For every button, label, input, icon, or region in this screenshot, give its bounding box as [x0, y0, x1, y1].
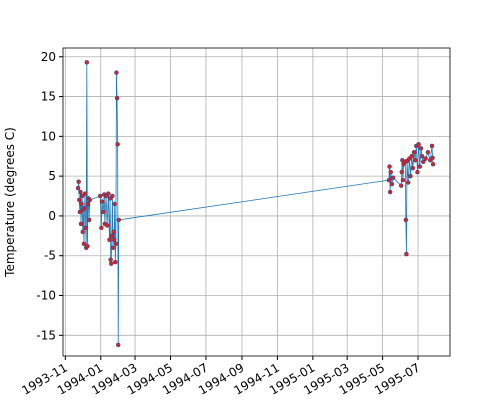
data-point	[76, 179, 81, 184]
data-point	[400, 177, 406, 183]
data-point	[79, 201, 84, 207]
data-point	[386, 177, 392, 183]
axes-frame	[62, 47, 451, 357]
data-point	[110, 245, 116, 251]
y-tick-label: -15	[36, 328, 56, 342]
data-point	[78, 189, 83, 195]
data-point	[116, 217, 122, 223]
data-point	[405, 180, 411, 185]
data-point	[115, 142, 120, 147]
data-point	[425, 150, 431, 155]
data-point	[79, 193, 85, 199]
data-point	[114, 95, 120, 101]
data-point	[411, 150, 417, 155]
data-point	[106, 191, 111, 196]
data-point	[77, 197, 82, 203]
data-point	[82, 191, 88, 196]
data-point	[86, 217, 92, 223]
y-tick-label: -10	[36, 289, 56, 303]
data-point	[418, 146, 424, 151]
data-point	[404, 251, 409, 257]
data-point	[83, 225, 88, 231]
data-point	[412, 157, 418, 163]
data-point	[399, 169, 405, 175]
data-point	[87, 197, 92, 203]
data-point	[390, 175, 396, 180]
data-point	[104, 223, 110, 228]
y-tick-label: 0	[48, 209, 56, 223]
data-point	[111, 237, 117, 243]
data-point	[107, 237, 112, 243]
data-point	[75, 185, 81, 191]
data-point	[430, 155, 435, 161]
data-point	[99, 199, 105, 204]
y-axis-label: Temperature (degrees C)	[3, 127, 17, 278]
y-tick-label: 5	[48, 169, 56, 183]
data-point	[85, 243, 90, 249]
data-point	[80, 229, 86, 235]
y-tick-label: 20	[41, 50, 56, 64]
data-point	[81, 241, 87, 247]
data-point	[111, 229, 116, 235]
data-point	[112, 201, 117, 207]
data-point	[389, 181, 395, 187]
data-point	[97, 193, 103, 199]
data-point	[408, 173, 413, 179]
y-tick-label: 15	[41, 90, 56, 104]
series-line	[77, 62, 434, 345]
y-tick-label: 10	[41, 129, 56, 143]
data-point	[85, 201, 91, 207]
data-point	[409, 153, 414, 159]
data-point	[417, 164, 423, 169]
data-point	[419, 153, 425, 159]
data-point	[398, 183, 404, 188]
data-point	[410, 165, 416, 171]
data-point	[82, 205, 87, 211]
data-point	[113, 259, 118, 265]
data-point	[423, 156, 428, 161]
data-point	[113, 241, 119, 247]
data-point	[109, 233, 115, 239]
data-point	[77, 209, 83, 215]
data-point	[421, 159, 426, 165]
data-point	[114, 70, 119, 75]
y-tick-label: -5	[44, 249, 56, 263]
data-point	[387, 164, 392, 169]
data-point	[110, 193, 115, 199]
data-point	[115, 342, 121, 348]
data-point	[387, 189, 393, 195]
data-point	[99, 225, 104, 231]
data-point	[415, 169, 420, 175]
data-point	[84, 60, 90, 65]
data-point	[429, 143, 435, 149]
data-point	[388, 169, 393, 175]
data-point	[108, 261, 114, 266]
data-point	[78, 221, 84, 227]
data-point	[403, 217, 409, 223]
data-point	[108, 257, 113, 262]
data-point	[430, 161, 436, 167]
data-point	[100, 209, 106, 215]
data-point	[416, 142, 421, 147]
